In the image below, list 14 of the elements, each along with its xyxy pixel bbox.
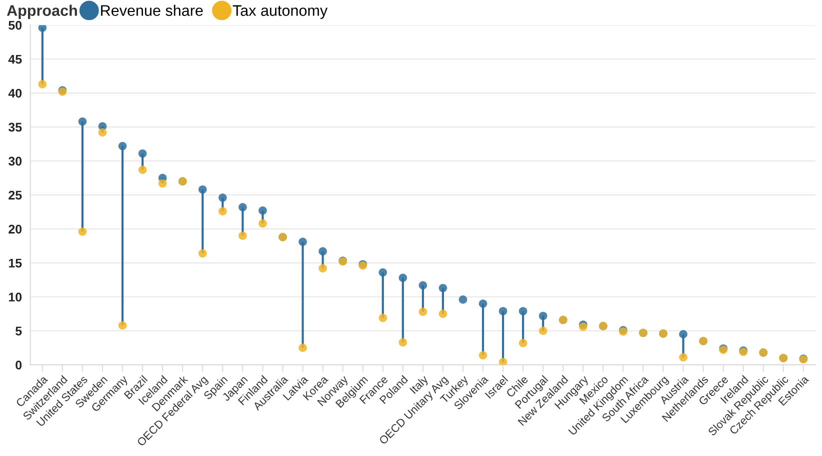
y-tick-label: 30 — [8, 156, 22, 166]
legend-title: Approach — [6, 4, 77, 19]
y-tick-label: 0 — [16, 360, 22, 370]
y-tick-label: 5 — [16, 326, 22, 336]
legend-label: Revenue share — [101, 4, 203, 16]
y-tick-label: 50 — [8, 20, 22, 30]
legend-label: Tax autonomy — [232, 5, 328, 19]
y-tick-label: 20 — [8, 224, 22, 234]
y-tick-label: 25 — [8, 190, 22, 200]
y-tick-label: 15 — [8, 258, 22, 268]
y-tick-label: 40 — [8, 88, 22, 98]
y-tick-label: 35 — [8, 122, 22, 132]
y-tick-label: 45 — [8, 54, 22, 64]
y-tick-label: 10 — [8, 292, 22, 302]
